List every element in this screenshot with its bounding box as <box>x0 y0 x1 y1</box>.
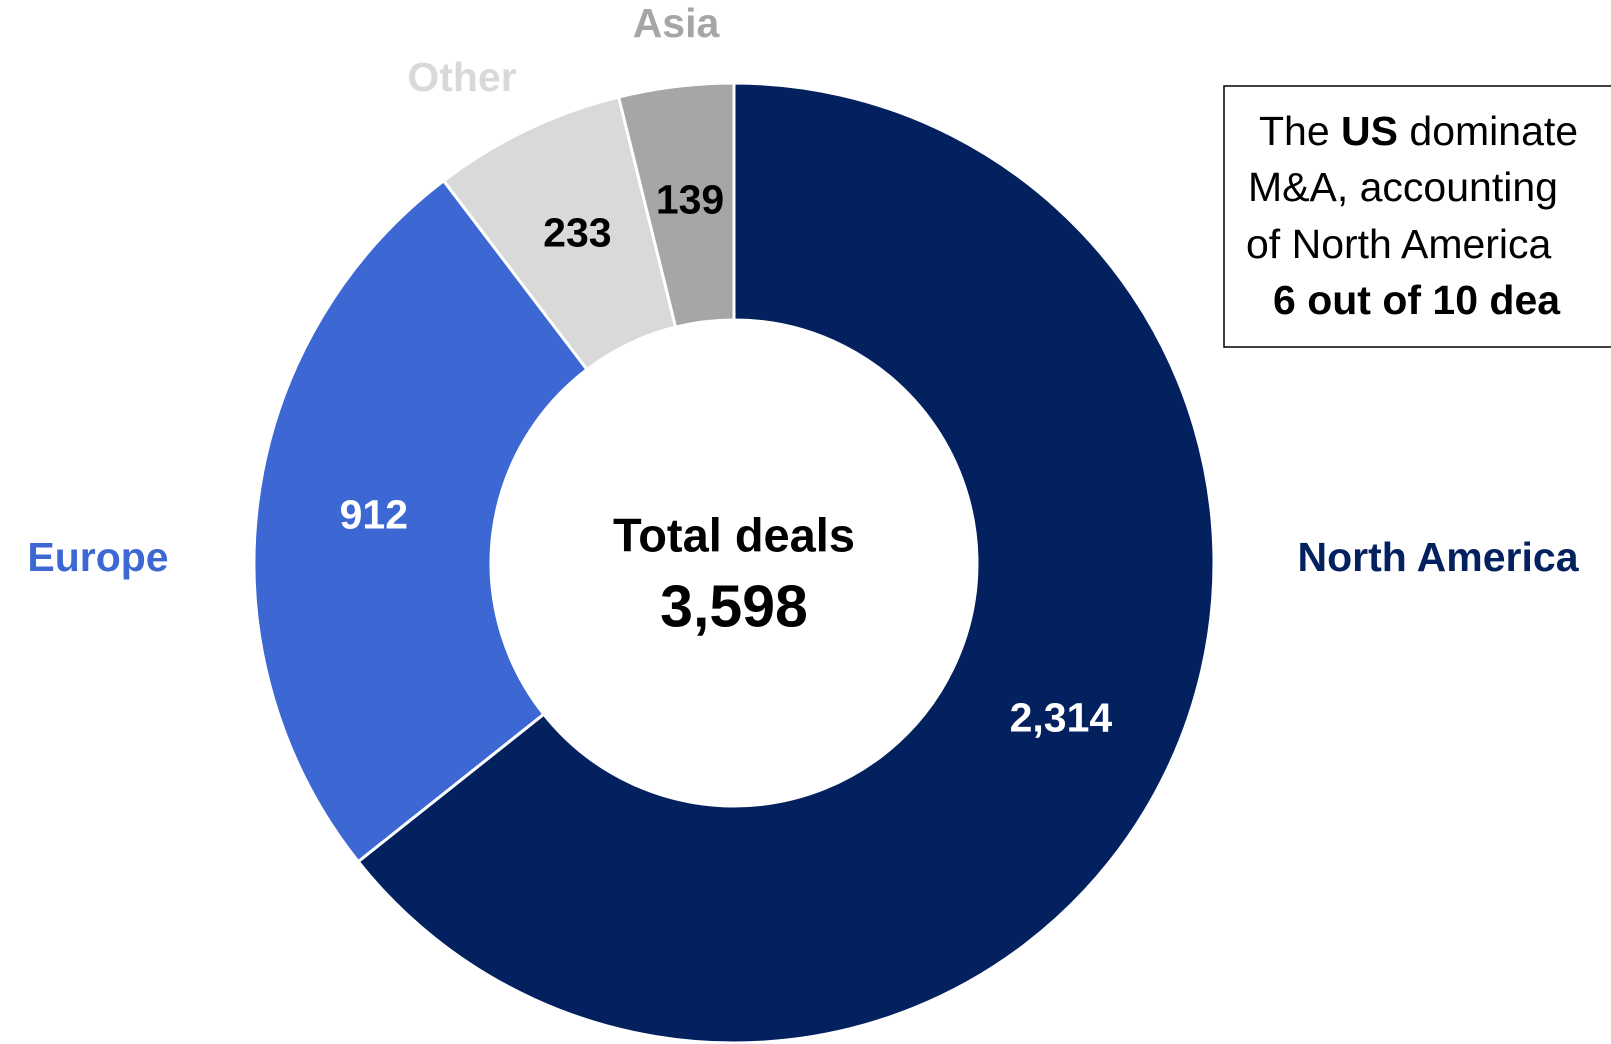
annotation-text: dominate <box>1398 108 1578 154</box>
value-label: 139 <box>656 176 724 222</box>
donut-segment <box>252 178 590 864</box>
annotation-text: M&A, accounting <box>1248 164 1558 210</box>
annotation: The US dominate M&A, accounting of North A… <box>1246 108 1578 323</box>
value-label: 2,314 <box>1010 695 1113 741</box>
annotation-text: The <box>1259 108 1341 154</box>
donut-segment <box>356 81 1216 1044</box>
annotation-text: 6 out of 10 dea <box>1273 277 1561 323</box>
annotation-box: The US dominate M&A, accounting of North A… <box>1223 85 1611 348</box>
annotation-text: US <box>1341 108 1398 154</box>
annotation-line: of North America <box>1246 221 1552 267</box>
total: 3,598 <box>660 574 808 640</box>
annotation-line: M&A, accounting <box>1248 164 1558 210</box>
value-label: 912 <box>340 492 408 538</box>
annotation-text: of North America <box>1246 221 1552 267</box>
value-label: 233 <box>543 209 611 255</box>
category-label: Other <box>407 54 516 100</box>
annotation-line: The US dominate <box>1259 108 1578 154</box>
center-title: Total deals <box>613 508 855 561</box>
category-label: North America <box>1298 534 1580 580</box>
annotation-frame <box>1223 85 1611 348</box>
category-label: Asia <box>633 0 721 46</box>
category-label: Europe <box>27 534 168 580</box>
annotation-line: 6 out of 10 dea <box>1273 277 1561 323</box>
donut-segment <box>616 81 736 329</box>
donut <box>252 81 1216 1044</box>
